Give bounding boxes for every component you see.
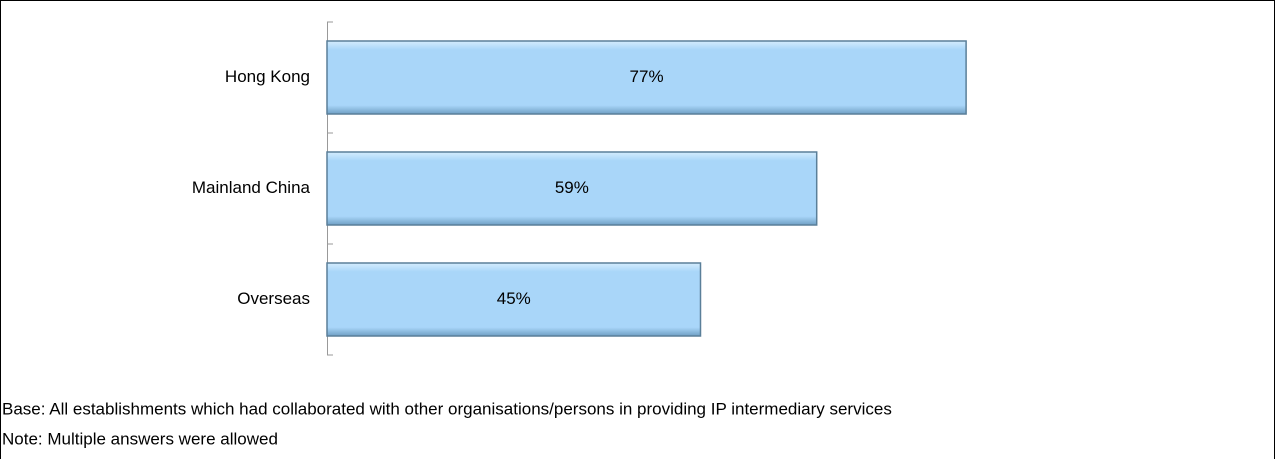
value-label: 77% xyxy=(630,67,664,86)
base-note: Base: All establishments which had colla… xyxy=(2,399,892,418)
category-label: Overseas xyxy=(237,289,310,308)
value-label: 59% xyxy=(555,178,589,197)
category-label: Hong Kong xyxy=(225,67,310,86)
bar xyxy=(326,151,818,226)
multiple-note: Note: Multiple answers were allowed xyxy=(2,429,278,448)
bar xyxy=(326,262,702,337)
category-label: Mainland China xyxy=(192,178,311,197)
bar xyxy=(326,40,967,115)
value-label: 45% xyxy=(497,289,531,308)
